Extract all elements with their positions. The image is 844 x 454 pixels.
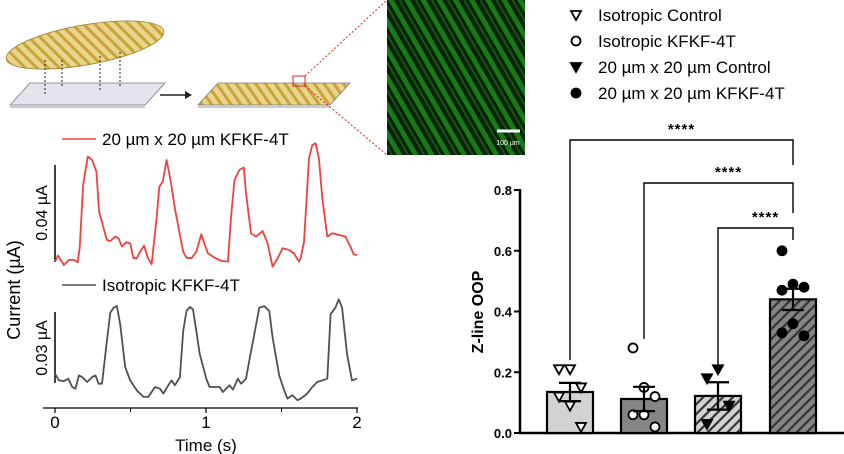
- significance-label: ****: [752, 209, 779, 226]
- data-point: [776, 327, 788, 339]
- trace-y-axis-label: Current (µA): [4, 240, 24, 339]
- bar-y-tick-label: 0.2: [494, 365, 512, 380]
- calcium-current-traces: 20 µm x 20 µm KFKF-4T Isotropic KFKF-4T …: [4, 130, 362, 454]
- scale-label-kfkf: 0.04 µA: [34, 185, 51, 241]
- bar-chart-legend: Isotropic Control Isotropic KFKF-4T 20 µm …: [569, 6, 785, 103]
- trace-legend-kfkf: 20 µm x 20 µm KFKF-4T: [102, 130, 289, 149]
- legend-marker: [569, 10, 583, 22]
- legend-marker: [570, 87, 582, 99]
- data-point: [776, 245, 788, 257]
- time-tick-label: 0: [50, 413, 59, 432]
- data-point: [700, 373, 714, 386]
- significance-label: ****: [715, 164, 742, 181]
- trace-legend-iso: Isotropic KFKF-4T: [102, 276, 240, 295]
- data-point: [649, 421, 661, 433]
- legend-label: 20 µm x 20 µm Control: [598, 58, 771, 77]
- data-point: [649, 391, 661, 402]
- data-point: [711, 364, 725, 377]
- time-tick-label: 2: [352, 413, 361, 432]
- fluorescence-micrograph: 100 µm: [387, 0, 525, 155]
- stamp-disc: [5, 20, 165, 70]
- legend-label: 20 µm x 20 µm KFKF-4T: [598, 84, 785, 103]
- bar-y-axis-label: Z-line OOP: [470, 270, 487, 353]
- patterned-slide-edge: [198, 105, 330, 108]
- zoom-guide-line: [304, 85, 388, 156]
- data-point: [798, 330, 810, 342]
- zline-oop-bar-chart: Z-line OOP 0.0 0.2 0.4 0.6 0.8 **** **** ****: [470, 121, 844, 441]
- data-point: [787, 278, 799, 290]
- data-point: [776, 284, 788, 296]
- bar-y-tick-label: 0.6: [494, 244, 512, 259]
- data-point: [722, 400, 736, 413]
- data-point: [563, 364, 577, 377]
- glass-slide-edge: [10, 105, 145, 108]
- trace-isotropic: [54, 298, 358, 402]
- legend-label: Isotropic Control: [598, 6, 722, 25]
- scale-bar-label: 100 µm: [496, 140, 520, 147]
- legend-marker: [570, 35, 582, 47]
- significance-bracket: [569, 139, 794, 361]
- time-axis-label: Time (s): [175, 436, 237, 454]
- data-point: [787, 318, 799, 330]
- data-point: [552, 364, 566, 377]
- data-point: [627, 342, 639, 354]
- zoom-region-marker: [292, 75, 306, 87]
- data-point: [574, 422, 588, 434]
- significance-bracket: [717, 227, 794, 367]
- significance-bracket: [643, 182, 794, 339]
- time-tick-label: 1: [201, 413, 210, 432]
- zoom-guide-line: [304, 0, 388, 77]
- legend-marker: [569, 62, 583, 74]
- data-point: [798, 281, 810, 293]
- scale-label-iso: 0.03 µA: [34, 320, 51, 376]
- transfer-arrows-icon: [44, 52, 121, 94]
- bar-y-tick-label: 0.8: [494, 183, 512, 198]
- glass-slide: [9, 82, 166, 106]
- bar-y-tick-label: 0.4: [494, 305, 513, 320]
- data-point: [552, 391, 566, 404]
- schematic-illustration: [5, 0, 388, 156]
- trace-kfkf: [54, 142, 358, 268]
- data-point: [700, 418, 714, 431]
- significance-label: ****: [668, 121, 695, 138]
- legend-label: Isotropic KFKF-4T: [598, 32, 736, 51]
- process-arrow-head-icon: [185, 91, 192, 99]
- patterned-slide: [197, 82, 351, 106]
- bar-y-tick-label: 0.0: [494, 426, 512, 441]
